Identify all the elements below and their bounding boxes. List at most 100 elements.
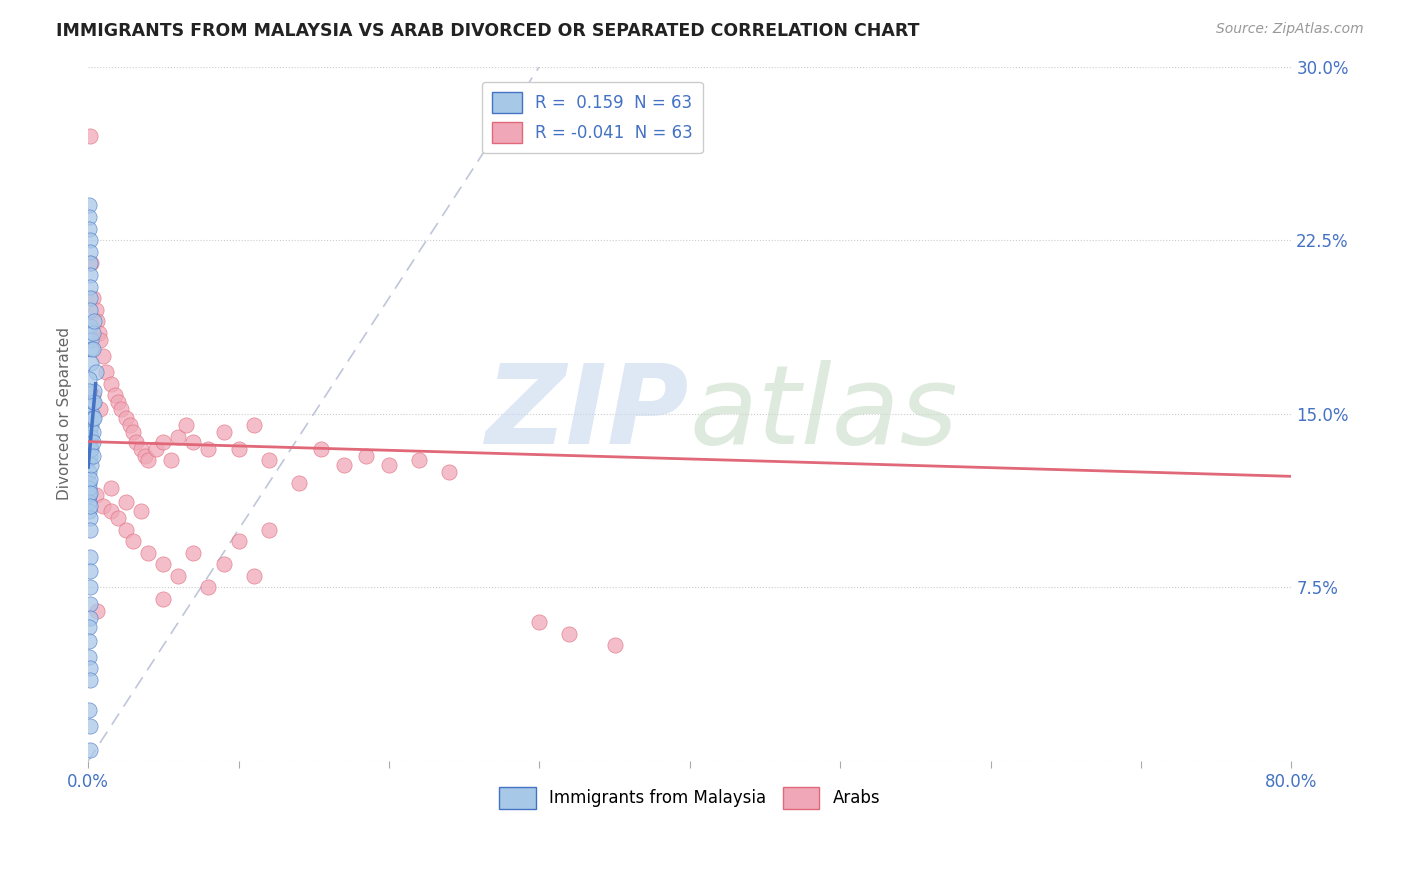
Point bbox=[79, 425, 101, 440]
Point bbox=[79, 411, 101, 425]
Point bbox=[134, 449, 156, 463]
Point bbox=[77, 703, 100, 717]
Point bbox=[136, 546, 159, 560]
Point bbox=[408, 453, 430, 467]
Point bbox=[152, 434, 174, 449]
Point bbox=[212, 425, 235, 440]
Point bbox=[77, 453, 100, 467]
Point bbox=[122, 425, 145, 440]
Point bbox=[82, 342, 104, 356]
Point bbox=[287, 476, 309, 491]
Point bbox=[83, 314, 105, 328]
Point bbox=[82, 411, 104, 425]
Point bbox=[79, 318, 101, 333]
Point bbox=[603, 638, 626, 652]
Point bbox=[84, 302, 107, 317]
Point bbox=[82, 425, 104, 440]
Point bbox=[80, 418, 103, 433]
Point bbox=[79, 449, 101, 463]
Point bbox=[79, 244, 101, 259]
Legend: Immigrants from Malaysia, Arabs: Immigrants from Malaysia, Arabs bbox=[492, 780, 887, 815]
Point bbox=[86, 604, 108, 618]
Point bbox=[114, 495, 136, 509]
Point bbox=[77, 620, 100, 634]
Point bbox=[77, 633, 100, 648]
Point bbox=[167, 569, 190, 583]
Point bbox=[197, 581, 219, 595]
Point bbox=[197, 442, 219, 456]
Point bbox=[77, 210, 100, 224]
Point bbox=[86, 314, 108, 328]
Point bbox=[80, 458, 103, 472]
Point bbox=[333, 458, 356, 472]
Y-axis label: Divorced or Separated: Divorced or Separated bbox=[58, 327, 72, 500]
Point bbox=[79, 129, 101, 144]
Text: atlas: atlas bbox=[690, 360, 959, 467]
Point bbox=[89, 402, 111, 417]
Point bbox=[91, 500, 114, 514]
Point bbox=[100, 376, 122, 391]
Point bbox=[79, 279, 101, 293]
Point bbox=[107, 395, 129, 409]
Point bbox=[79, 719, 101, 733]
Point bbox=[152, 592, 174, 607]
Point bbox=[82, 434, 104, 449]
Point bbox=[79, 610, 101, 624]
Point bbox=[136, 453, 159, 467]
Point bbox=[80, 407, 103, 421]
Point bbox=[77, 481, 100, 495]
Point bbox=[114, 523, 136, 537]
Point bbox=[183, 546, 205, 560]
Point bbox=[77, 476, 100, 491]
Point bbox=[96, 365, 118, 379]
Point bbox=[83, 411, 105, 425]
Point bbox=[160, 453, 183, 467]
Point bbox=[79, 504, 101, 518]
Point bbox=[79, 268, 101, 282]
Point bbox=[79, 485, 101, 500]
Point bbox=[356, 449, 378, 463]
Point bbox=[79, 256, 101, 270]
Point bbox=[242, 418, 264, 433]
Point bbox=[152, 558, 174, 572]
Point bbox=[79, 581, 101, 595]
Point bbox=[77, 465, 100, 479]
Point bbox=[104, 388, 127, 402]
Point bbox=[79, 597, 101, 611]
Point bbox=[174, 418, 197, 433]
Point bbox=[79, 511, 101, 525]
Point bbox=[100, 504, 122, 518]
Text: ZIP: ZIP bbox=[486, 360, 690, 467]
Point bbox=[82, 291, 104, 305]
Point bbox=[100, 481, 122, 495]
Point bbox=[529, 615, 551, 630]
Point bbox=[309, 442, 332, 456]
Point bbox=[79, 523, 101, 537]
Point bbox=[212, 558, 235, 572]
Point bbox=[110, 402, 132, 417]
Point bbox=[114, 411, 136, 425]
Point bbox=[83, 384, 105, 398]
Point bbox=[80, 356, 103, 370]
Point bbox=[125, 434, 148, 449]
Point bbox=[80, 342, 103, 356]
Point bbox=[257, 523, 280, 537]
Point bbox=[80, 333, 103, 347]
Point bbox=[77, 495, 100, 509]
Point bbox=[82, 395, 104, 409]
Point bbox=[129, 442, 152, 456]
Point bbox=[79, 434, 101, 449]
Point bbox=[84, 488, 107, 502]
Point bbox=[82, 388, 104, 402]
Point bbox=[79, 442, 101, 456]
Point bbox=[80, 442, 103, 456]
Point bbox=[80, 430, 103, 444]
Point bbox=[558, 626, 581, 640]
Point bbox=[80, 256, 103, 270]
Point bbox=[79, 500, 101, 514]
Point bbox=[77, 221, 100, 235]
Point bbox=[77, 198, 100, 212]
Text: Source: ZipAtlas.com: Source: ZipAtlas.com bbox=[1216, 22, 1364, 37]
Point bbox=[79, 233, 101, 247]
Point bbox=[129, 504, 152, 518]
